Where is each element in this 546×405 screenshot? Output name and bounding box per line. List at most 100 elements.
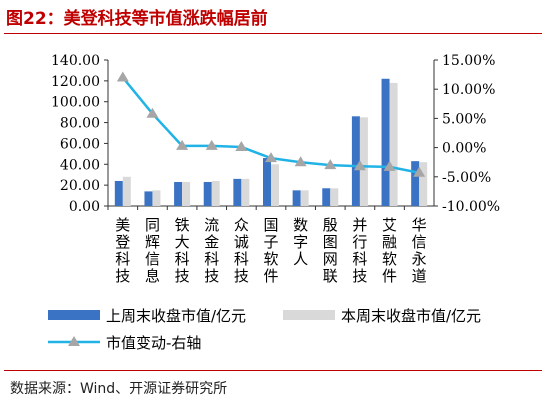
bar-previous-4 bbox=[241, 178, 250, 206]
x-tick-char: 软 bbox=[263, 250, 278, 268]
x-tick-char: 科 bbox=[204, 250, 219, 268]
x-tick-char: 图 bbox=[323, 233, 338, 251]
legend-swatch-previous bbox=[283, 310, 335, 320]
x-tick-char: 字 bbox=[293, 233, 308, 251]
bar-current-8 bbox=[351, 116, 360, 206]
change-point-7 bbox=[324, 159, 337, 170]
change-point-10 bbox=[413, 166, 426, 177]
x-tick-char: 息 bbox=[145, 267, 160, 285]
y-right-tick-label: 0.00% bbox=[442, 141, 486, 157]
y-right-tick-label: -5.00% bbox=[442, 170, 491, 186]
x-tick-char: 技 bbox=[115, 267, 130, 285]
bar-current-7 bbox=[322, 188, 331, 206]
x-tick-char: 登 bbox=[115, 233, 130, 251]
change-point-5 bbox=[265, 152, 277, 163]
x-tick-char: 道 bbox=[412, 267, 427, 285]
x-tick-char: 铁 bbox=[175, 216, 190, 234]
y-left-tick-label: 40.00 bbox=[60, 157, 100, 173]
bar-current-4 bbox=[233, 178, 242, 206]
bar-current-2 bbox=[174, 182, 183, 206]
x-tick-char: 美 bbox=[115, 216, 130, 234]
change-point-1 bbox=[146, 107, 159, 118]
bar-previous-0 bbox=[122, 176, 131, 206]
change-point-0 bbox=[116, 71, 129, 82]
bar-current-6 bbox=[292, 190, 301, 206]
bar-previous-10 bbox=[419, 162, 428, 206]
x-tick-label: 数字人 bbox=[293, 216, 308, 268]
y-left-tick-label: 80.00 bbox=[60, 116, 100, 132]
bar-current-1 bbox=[144, 191, 153, 206]
bar-previous-9 bbox=[389, 82, 398, 206]
x-tick-char: 华 bbox=[412, 216, 427, 234]
title-divider bbox=[4, 33, 542, 34]
y-left-tick-label: 100.00 bbox=[51, 95, 100, 111]
x-tick-char: 殷 bbox=[323, 216, 338, 234]
source-note: 数据来源：Wind、开源证券研究所 bbox=[10, 381, 228, 397]
x-tick-char: 技 bbox=[204, 267, 219, 285]
x-tick-char: 科 bbox=[234, 250, 249, 268]
bar-current-5 bbox=[263, 158, 271, 206]
x-tick-char: 行 bbox=[352, 233, 367, 251]
x-tick-char: 永 bbox=[412, 250, 427, 268]
x-tick-char: 件 bbox=[382, 267, 397, 285]
change-point-3 bbox=[205, 139, 218, 150]
bar-previous-8 bbox=[359, 117, 368, 206]
bar-current-9 bbox=[381, 78, 390, 206]
y-left-tick-label: 120.00 bbox=[51, 74, 100, 90]
x-tick-char: 艾 bbox=[382, 216, 397, 234]
change-point-8 bbox=[353, 160, 366, 171]
bar-current-10 bbox=[411, 161, 420, 206]
change-point-9 bbox=[383, 160, 396, 171]
x-tick-char: 科 bbox=[352, 250, 367, 268]
chart-title: 图22：美登科技等市值涨跌幅居前 bbox=[6, 9, 268, 29]
x-tick-char: 金 bbox=[204, 233, 219, 251]
x-tick-char: 并 bbox=[352, 216, 367, 234]
x-tick-char: 技 bbox=[352, 267, 367, 285]
x-tick-char: 科 bbox=[115, 250, 130, 268]
legend-label-current: 上周末收盘市值/亿元 bbox=[106, 307, 246, 325]
axes: 0.00 20.00 40.00 60.00 80.00 100.00 120.00 140.… bbox=[51, 53, 500, 215]
x-tick-char: 子 bbox=[263, 233, 278, 251]
x-tick-char: 融 bbox=[382, 233, 397, 251]
change-point-2 bbox=[176, 139, 189, 150]
bar-previous-7 bbox=[330, 188, 339, 206]
y-right-tick-label: 5.00% bbox=[442, 111, 486, 127]
x-tick-char: 联 bbox=[323, 267, 338, 285]
legend-label-line: 市值变动-右轴 bbox=[106, 334, 201, 352]
x-tick-char: 软 bbox=[382, 250, 397, 268]
footer-divider bbox=[4, 370, 542, 371]
x-tick-char: 信 bbox=[145, 250, 160, 268]
x-tick-char: 大 bbox=[175, 233, 190, 251]
market-cap-chart: 0.00 20.00 40.00 60.00 80.00 100.00 120.00 140.… bbox=[48, 53, 500, 352]
change-point-6 bbox=[294, 156, 307, 167]
x-tick-char: 技 bbox=[175, 267, 190, 285]
x-tick-char: 技 bbox=[234, 267, 249, 285]
x-tick-char: 国 bbox=[263, 216, 278, 234]
y-right-tick-label: 10.00% bbox=[442, 82, 495, 98]
bar-previous-6 bbox=[300, 190, 309, 206]
x-tick-char: 网 bbox=[323, 250, 338, 268]
x-tick-labels: 美登科技同辉信息铁大科技流金科技众诚科技国子软件数字人殷图网联并行科技艾融软件华… bbox=[115, 216, 426, 285]
y-left-tick-label: 60.00 bbox=[60, 136, 100, 152]
legend-swatch-current bbox=[48, 310, 100, 320]
y-left-tick-label: 140.00 bbox=[51, 53, 100, 69]
x-tick-char: 辉 bbox=[145, 233, 160, 251]
bar-previous-1 bbox=[152, 190, 161, 206]
bar-previous-2 bbox=[182, 182, 191, 206]
x-tick-char: 众 bbox=[234, 216, 249, 234]
x-tick-char: 流 bbox=[204, 216, 219, 234]
y-right-tick-label: -10.00% bbox=[442, 199, 500, 215]
x-tick-char: 同 bbox=[145, 216, 160, 234]
bar-previous-3 bbox=[211, 180, 220, 206]
x-tick-char: 人 bbox=[293, 250, 308, 268]
